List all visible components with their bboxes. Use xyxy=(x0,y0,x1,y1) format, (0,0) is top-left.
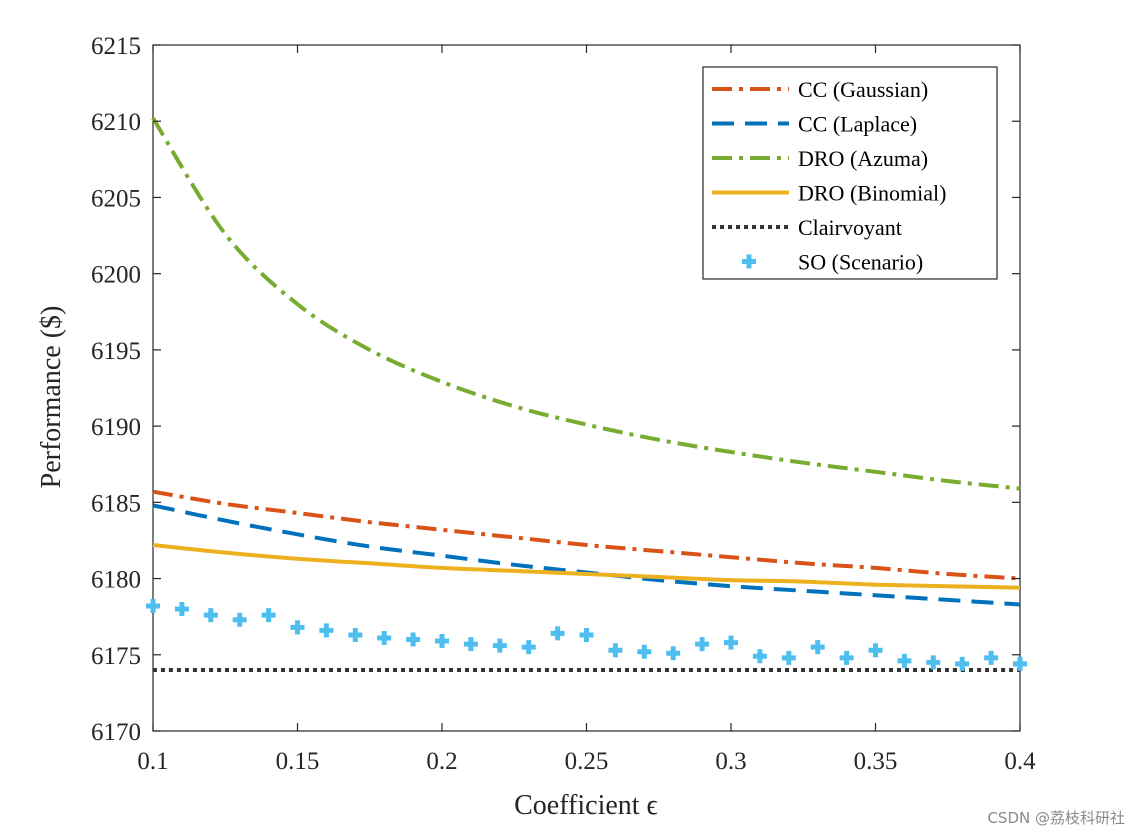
legend-label: Clairvoyant xyxy=(798,215,902,240)
x-tick-label: 0.15 xyxy=(276,748,320,775)
plus-marker-stroke xyxy=(261,608,276,623)
y-axis: 6170 6175 6180 6185 6190 6195 6200 6205 6210 6215 xyxy=(91,33,1020,746)
y-tick-label: 6205 xyxy=(91,185,141,212)
x-tick-label: 0.35 xyxy=(854,748,898,775)
y-axis-title: Performance ($) xyxy=(36,306,67,489)
plus-marker-stroke xyxy=(174,602,189,617)
plus-marker-stroke xyxy=(550,626,565,641)
legend-label: DRO (Azuma) xyxy=(798,146,928,171)
plus-marker-stroke xyxy=(666,646,681,661)
series-line-dro-azuma xyxy=(151,117,1021,491)
plus-marker-stroke xyxy=(406,632,421,647)
scatter-point xyxy=(146,598,160,613)
scatter-point xyxy=(521,640,536,655)
plus-marker-stroke xyxy=(742,254,756,269)
plus-marker-stroke xyxy=(579,627,594,642)
plus-marker-stroke xyxy=(290,620,305,635)
y-tick-label: 6190 xyxy=(91,414,141,441)
y-tick-label: 6185 xyxy=(91,490,141,517)
scatter-point xyxy=(926,655,941,670)
legend-label: SO (Scenario) xyxy=(798,250,923,275)
scatter-point xyxy=(695,637,710,652)
scatter-point xyxy=(637,644,652,659)
scatter-point xyxy=(839,650,854,665)
scatter-point xyxy=(406,632,421,647)
plus-marker-stroke xyxy=(984,650,999,665)
y-tick-label: 6175 xyxy=(91,643,141,670)
scatter-point xyxy=(984,650,999,665)
plus-marker-stroke xyxy=(752,649,767,664)
scatter-point xyxy=(232,612,247,627)
series-layer xyxy=(146,117,1027,672)
x-tick-label: 0.3 xyxy=(715,748,746,775)
scatter-point xyxy=(550,626,565,641)
series-line-dro-binomial xyxy=(152,543,1021,590)
scatter-point xyxy=(203,608,218,623)
plus-marker-stroke xyxy=(724,635,738,650)
plus-marker-stroke xyxy=(521,640,536,655)
legend-box xyxy=(702,66,998,280)
legend: CC (Gaussian) CC (Laplace) DRO (Azuma) DRO … xyxy=(702,66,998,280)
series-line-cc-gaussian xyxy=(152,489,1021,581)
scatter-point xyxy=(579,627,594,642)
plus-marker-stroke xyxy=(348,627,363,642)
x-tick-label: 0.1 xyxy=(137,748,168,775)
scatter-point xyxy=(435,634,449,649)
plus-marker-stroke xyxy=(1013,656,1027,671)
scatter-point xyxy=(666,646,681,661)
scatter-point xyxy=(492,638,507,653)
scatter-point xyxy=(463,637,478,652)
plus-marker-stroke xyxy=(463,637,478,652)
scatter-point xyxy=(261,608,276,623)
scatter-point xyxy=(781,650,796,665)
scatter-point xyxy=(608,643,623,658)
y-tick-label: 6170 xyxy=(91,719,141,746)
plus-marker-stroke xyxy=(637,644,652,659)
y-tick-label: 6215 xyxy=(91,33,141,60)
y-tick-label: 6180 xyxy=(91,567,141,594)
plus-marker-stroke xyxy=(492,638,507,653)
x-tick-label: 0.2 xyxy=(426,748,457,775)
scatter-point xyxy=(724,635,738,650)
scatter-point xyxy=(810,640,825,655)
scatter-point xyxy=(1013,656,1027,671)
plus-marker-stroke xyxy=(377,631,392,646)
scatter-point xyxy=(377,631,392,646)
y-tick-label: 6195 xyxy=(91,338,141,365)
scatter-point xyxy=(955,656,970,671)
plus-marker-stroke xyxy=(319,623,334,638)
scatter-point xyxy=(348,627,363,642)
watermark: CSDN @荔枝科研社 xyxy=(987,809,1125,827)
y-tick-label: 6200 xyxy=(91,262,141,289)
plus-marker-stroke xyxy=(955,656,970,671)
plus-marker-stroke xyxy=(146,598,160,613)
legend-label: CC (Gaussian) xyxy=(798,77,928,102)
legend-label: CC (Laplace) xyxy=(798,112,917,137)
x-axis: 0.1 0.15 0.2 0.25 0.3 0.35 0.4 xyxy=(137,45,1036,775)
scatter-point xyxy=(319,623,334,638)
scatter-point xyxy=(868,643,883,658)
plus-marker-stroke xyxy=(868,643,883,658)
scatter-point xyxy=(752,649,767,664)
plus-marker-stroke xyxy=(810,640,825,655)
plus-marker-stroke xyxy=(608,643,623,658)
legend-label: DRO (Binomial) xyxy=(798,181,947,206)
legend-swatch xyxy=(742,254,756,269)
plus-marker-stroke xyxy=(781,650,796,665)
plus-marker-stroke xyxy=(435,634,449,649)
scatter-point xyxy=(174,602,189,617)
y-tick-label: 6210 xyxy=(91,109,141,136)
scatter-point xyxy=(290,620,305,635)
plus-marker-stroke xyxy=(695,637,710,652)
plus-marker-stroke xyxy=(897,653,912,668)
plus-marker-stroke xyxy=(203,608,218,623)
x-axis-title: Coefficient ϵ xyxy=(514,790,658,821)
plus-marker-stroke xyxy=(926,655,941,670)
x-tick-label: 0.25 xyxy=(565,748,609,775)
plus-marker-stroke xyxy=(232,612,247,627)
scatter-point xyxy=(897,653,912,668)
x-tick-label: 0.4 xyxy=(1004,748,1036,775)
plus-marker-stroke xyxy=(839,650,854,665)
